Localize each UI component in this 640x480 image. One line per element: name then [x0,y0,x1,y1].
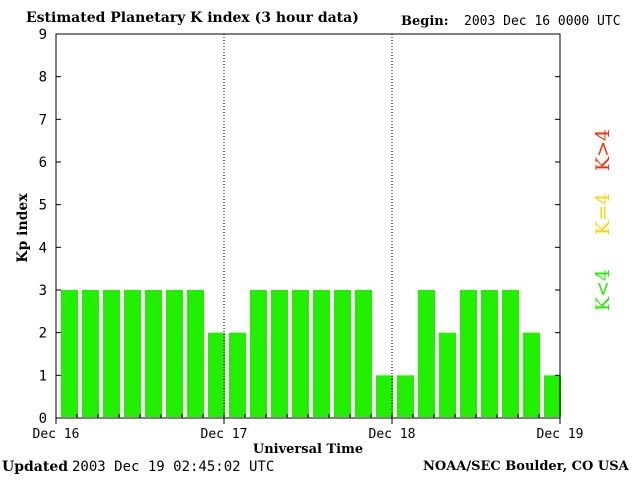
updated-timestamp: 2003 Dec 19 02:45:02 UTC [72,459,275,475]
begin-label: Begin: [401,14,449,29]
x-tick-labels: Dec 16 Dec 17 Dec 18 Dec 19 [33,427,584,442]
bar [229,332,246,417]
bar [292,290,309,417]
x-tick-label: Dec 16 [33,427,80,442]
x-tick-label: Dec 18 [369,427,416,442]
y-tick-label: 1 [39,368,47,384]
bar [334,290,351,417]
y-tick-label: 5 [39,198,47,214]
bars-layer [61,290,561,417]
y-tick-label: 6 [39,155,47,171]
y-tick-label: 9 [39,27,47,43]
bar [544,375,561,417]
bar [460,290,477,417]
y-tick-label: 3 [39,283,47,299]
y-tick-label: 0 [39,411,47,427]
axis-ticks [55,33,561,424]
y-tick-label: 2 [39,326,47,342]
bar [208,332,225,417]
bar [82,290,99,417]
bar [418,290,435,417]
bar [250,290,267,417]
y-tick-labels: 0 1 2 3 4 5 6 7 8 9 [39,27,47,427]
x-tick-label: Dec 19 [537,427,584,442]
bar [103,290,120,417]
begin-value: 2003 Dec 16 0000 UTC [464,14,621,29]
y-tick-label: 8 [39,70,47,86]
bar [502,290,519,417]
bar [61,290,78,417]
chart-title: Estimated Planetary K index (3 hour data… [26,10,359,26]
bar [397,375,414,417]
bar [376,375,393,417]
bar [145,290,162,417]
bar [481,290,498,417]
x-tick-label: Dec 17 [201,427,248,442]
bar [187,290,204,417]
y-axis-title: Kp index [15,193,31,263]
y-tick-label: 7 [39,112,47,128]
legend: K>4 K=4 K<4 [592,129,614,311]
bar [271,290,288,417]
legend-item: K=4 [592,193,614,235]
bar [124,290,141,417]
y-tick-label: 4 [39,240,47,256]
day-separators [223,34,393,418]
bar [523,332,540,417]
bar [439,332,456,417]
x-axis-title: Universal Time [253,442,363,457]
bar [355,290,372,417]
updated-label: Updated [2,459,69,475]
organization-label: NOAA/SEC Boulder, CO USA [423,459,629,474]
legend-item: K<4 [592,269,614,311]
bar [313,290,330,417]
bar [166,290,183,417]
legend-item: K>4 [592,129,614,171]
